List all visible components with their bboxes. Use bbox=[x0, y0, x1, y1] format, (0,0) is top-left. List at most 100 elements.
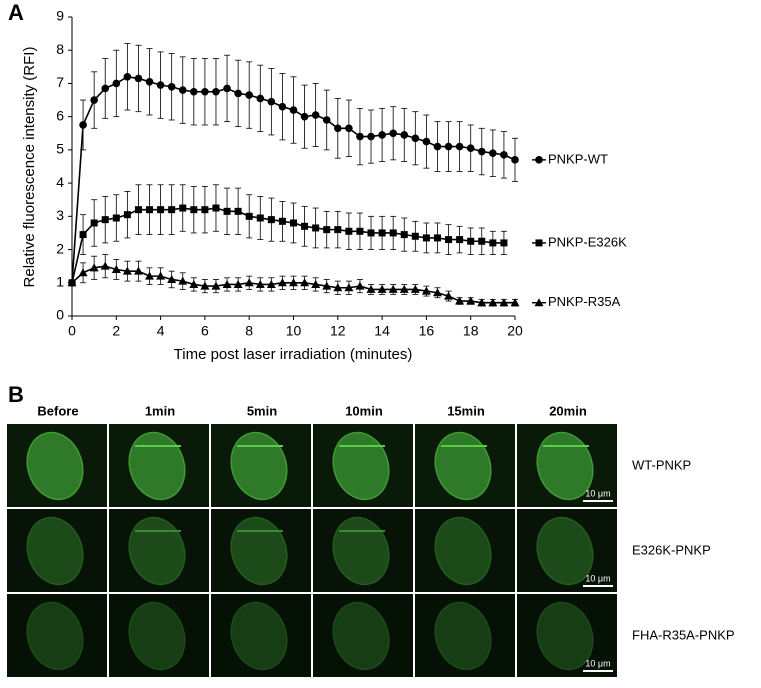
marker bbox=[400, 231, 408, 239]
marker bbox=[290, 219, 297, 227]
marker bbox=[422, 234, 430, 242]
marker bbox=[334, 124, 342, 133]
marker bbox=[300, 112, 309, 121]
marker bbox=[267, 97, 276, 106]
marker bbox=[488, 298, 498, 307]
marker bbox=[455, 142, 464, 151]
x-tick-label: 12 bbox=[330, 323, 346, 339]
marker bbox=[478, 237, 486, 245]
marker bbox=[256, 214, 264, 222]
marker bbox=[256, 94, 265, 103]
marker bbox=[378, 131, 386, 139]
series-line bbox=[71, 207, 504, 283]
row-label: WT-PNKP bbox=[632, 457, 691, 472]
marker bbox=[456, 236, 464, 244]
marker bbox=[201, 206, 209, 214]
marker bbox=[312, 224, 320, 232]
marker bbox=[133, 266, 143, 275]
column-header: 5min bbox=[247, 403, 277, 418]
marker bbox=[389, 229, 397, 237]
marker bbox=[179, 204, 187, 212]
nucleus bbox=[332, 601, 390, 671]
x-tick-label: 10 bbox=[286, 323, 302, 339]
nucleus bbox=[230, 601, 288, 671]
marker bbox=[278, 102, 287, 111]
nucleus bbox=[536, 431, 594, 501]
marker bbox=[101, 84, 110, 93]
nucleus bbox=[230, 431, 288, 501]
legend-entry: PNKP-R35A bbox=[532, 294, 621, 309]
marker bbox=[122, 266, 132, 275]
marker bbox=[356, 132, 364, 141]
marker bbox=[345, 227, 353, 235]
marker bbox=[400, 131, 409, 139]
y-tick-label: 5 bbox=[56, 141, 64, 157]
marker bbox=[489, 239, 497, 247]
marker bbox=[477, 298, 487, 307]
scale-bar-label: 10 μm bbox=[585, 488, 610, 498]
y-tick-label: 7 bbox=[56, 74, 64, 90]
marker bbox=[145, 271, 155, 280]
marker bbox=[233, 279, 243, 288]
marker bbox=[389, 129, 397, 138]
marker bbox=[168, 206, 176, 214]
marker bbox=[211, 281, 221, 290]
marker bbox=[222, 279, 232, 288]
marker bbox=[134, 206, 142, 214]
marker bbox=[255, 279, 265, 288]
marker bbox=[189, 279, 199, 288]
marker bbox=[212, 87, 220, 96]
x-tick-label: 16 bbox=[419, 323, 435, 339]
marker bbox=[266, 279, 276, 288]
marker bbox=[234, 207, 242, 215]
x-tick-label: 4 bbox=[157, 323, 165, 339]
x-tick-label: 14 bbox=[374, 323, 390, 339]
legend-label: PNKP-WT bbox=[548, 151, 608, 166]
marker bbox=[433, 234, 441, 242]
column-header: 1min bbox=[145, 403, 175, 418]
y-tick-label: 3 bbox=[56, 207, 64, 223]
marker bbox=[477, 147, 486, 156]
marker bbox=[145, 77, 154, 86]
marker bbox=[289, 278, 298, 287]
nucleus bbox=[230, 516, 288, 586]
row-label: E326K-PNKP bbox=[632, 542, 711, 557]
nucleus bbox=[332, 431, 390, 501]
marker bbox=[157, 206, 165, 214]
y-tick-label: 6 bbox=[56, 107, 64, 123]
marker bbox=[201, 87, 209, 96]
y-axis-title: Relative fluorescence intensity (RFI) bbox=[21, 47, 38, 288]
marker bbox=[366, 284, 376, 293]
column-header: 15min bbox=[447, 403, 485, 418]
marker bbox=[167, 82, 176, 91]
marker bbox=[432, 288, 442, 297]
column-header: 20min bbox=[549, 403, 587, 418]
marker bbox=[123, 73, 132, 81]
marker bbox=[500, 151, 508, 159]
marker bbox=[535, 156, 543, 164]
marker bbox=[156, 271, 166, 280]
marker bbox=[500, 239, 508, 247]
marker bbox=[112, 79, 121, 88]
marker bbox=[244, 278, 254, 287]
nucleus bbox=[536, 601, 594, 671]
marker bbox=[123, 211, 131, 219]
marker bbox=[277, 278, 287, 287]
marker bbox=[200, 281, 210, 290]
marker bbox=[90, 219, 98, 227]
marker bbox=[367, 132, 375, 141]
marker bbox=[190, 206, 198, 214]
marker bbox=[534, 298, 544, 307]
marker bbox=[535, 239, 543, 247]
marker bbox=[90, 96, 98, 104]
panel-label: B bbox=[8, 382, 24, 407]
marker bbox=[367, 229, 375, 237]
y-tick-label: 8 bbox=[56, 41, 64, 57]
marker bbox=[489, 149, 497, 158]
nucleus bbox=[26, 516, 84, 586]
marker bbox=[300, 278, 310, 287]
marker bbox=[156, 81, 165, 89]
y-tick-label: 2 bbox=[56, 240, 64, 256]
marker bbox=[311, 111, 320, 119]
